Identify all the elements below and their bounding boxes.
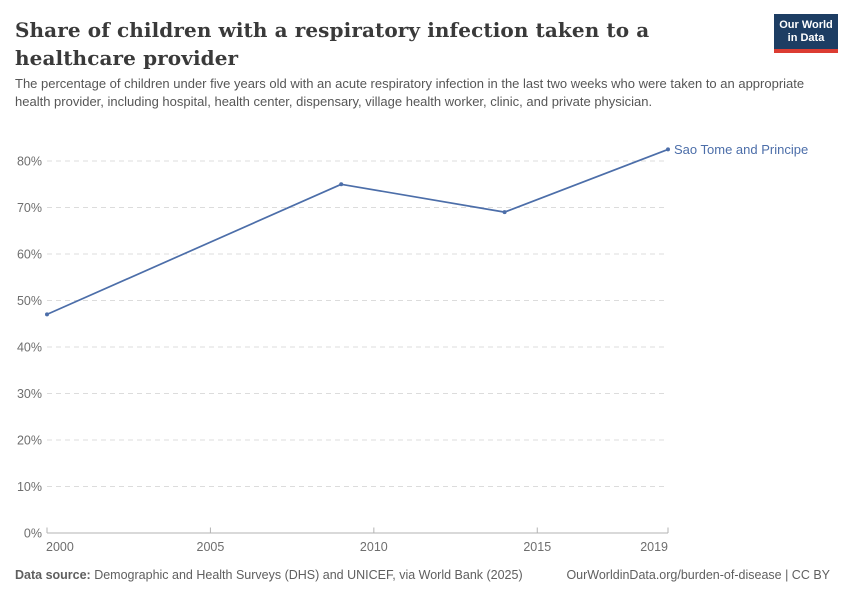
y-tick-label-10: 10% [17,480,42,494]
series-line-sao-tome-and-principe[interactable] [46,148,669,316]
x-tick-label-2005: 2005 [197,540,225,554]
x-tick-label-2010: 2010 [360,540,388,554]
attribution-link[interactable]: OurWorldinData.org/burden-of-disease | C… [566,568,830,582]
y-tick-label-70: 70% [17,201,42,215]
page-title: Share of children with a respiratory inf… [15,18,650,70]
data-point-2014[interactable] [502,210,507,215]
x-tick-label-2019: 2019 [640,540,668,554]
page-subtitle: The percentage of children under five ye… [15,76,805,109]
chart-area: 0% 10% 20% 30% 40% 50% 60% 70% 80% 2000 2005 2010 20… [0,130,850,570]
series-label[interactable]: Sao Tome and Principe [674,142,808,157]
y-tick-label-40: 40% [17,341,42,355]
y-tick-label-80: 80% [17,155,42,169]
y-tick-label-20: 20% [17,434,42,448]
data-point-2009[interactable] [339,182,344,187]
y-tick-label-0: 0% [24,527,42,541]
chart-footer: Data source: Demographic and Health Surv… [0,568,850,582]
data-point-2000[interactable] [45,312,49,317]
x-tick-label-2015: 2015 [523,540,551,554]
y-tick-label-60: 60% [17,248,42,262]
owid-logo-line2: in Data [787,32,825,44]
data-source: Data source: Demographic and Health Surv… [15,568,523,582]
y-tick-label-30: 30% [17,387,42,401]
owid-logo[interactable]: Our World in Data [774,14,838,53]
y-tick-label-50: 50% [17,294,42,308]
owid-logo-line1: Our World [779,19,833,31]
data-point-2019[interactable] [666,147,670,152]
line-chart[interactable]: 0% 10% 20% 30% 40% 50% 60% 70% 80% 2000 2005 2010 20… [0,130,850,570]
data-source-label: Data source: [15,568,91,582]
x-tick-label-2000: 2000 [46,540,74,554]
data-source-text: Demographic and Health Surveys (DHS) and… [90,568,523,582]
